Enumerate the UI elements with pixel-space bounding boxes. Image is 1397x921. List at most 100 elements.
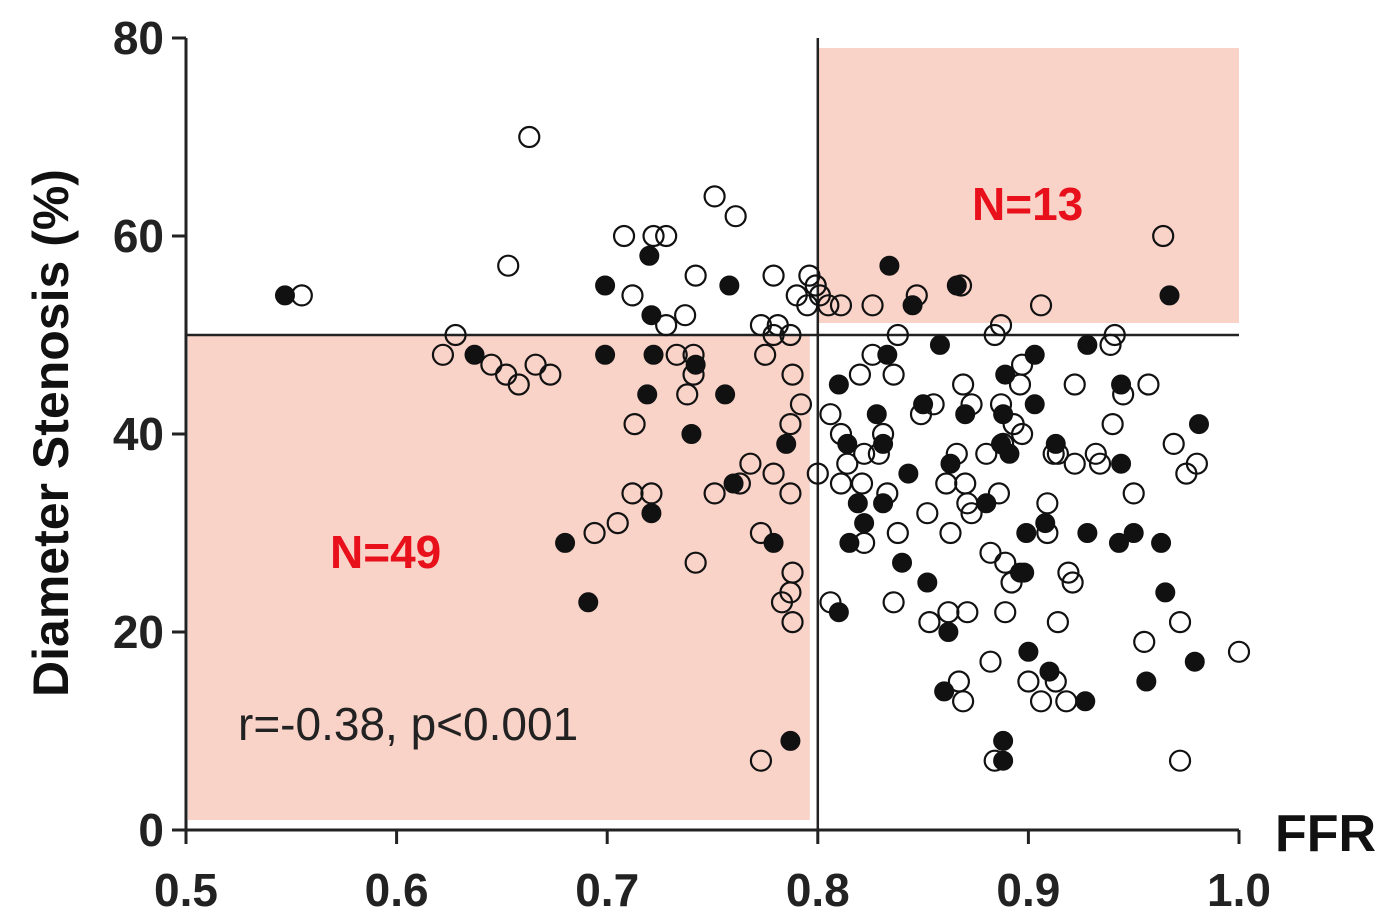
data-point-open: [1036, 492, 1059, 515]
data-point-filled: [1024, 344, 1045, 365]
y-tick-label: 60: [113, 210, 164, 262]
data-point-open: [882, 363, 905, 386]
data-point-filled: [993, 730, 1014, 751]
data-point-open: [987, 482, 1011, 505]
data-point-filled: [873, 493, 894, 514]
data-point-filled: [776, 433, 797, 454]
data-point-filled: [578, 592, 599, 613]
data-point-open: [994, 601, 1017, 624]
region-low-ffr-low-stenosis: [188, 335, 810, 820]
data-point-filled: [1111, 374, 1132, 395]
data-point-open: [444, 323, 467, 347]
data-point-filled: [641, 503, 662, 524]
x-tick-label: 0.7: [575, 864, 639, 916]
data-point-filled: [595, 344, 616, 365]
data-point-open: [674, 304, 697, 327]
region-count-label-high: N=13: [972, 178, 1083, 230]
data-point-filled: [780, 730, 801, 751]
data-point-filled: [929, 334, 950, 355]
data-point-open: [1168, 610, 1192, 634]
data-point-open: [918, 610, 941, 634]
data-point-filled: [1024, 394, 1045, 415]
data-point-open: [762, 264, 785, 287]
data-point-filled: [892, 552, 913, 573]
data-point-filled: [1075, 691, 1096, 712]
data-points: [274, 125, 1251, 772]
data-point-filled: [719, 275, 740, 296]
data-point-open: [1185, 452, 1208, 475]
data-point-open: [518, 125, 541, 149]
data-point-open: [724, 205, 747, 228]
data-point-filled: [1136, 671, 1157, 692]
data-point-open: [829, 294, 853, 317]
data-point-filled: [595, 275, 616, 296]
data-point-filled: [637, 384, 658, 405]
data-point-open: [1063, 373, 1086, 396]
data-point-open: [684, 264, 707, 287]
data-point-filled: [913, 394, 934, 415]
data-point-filled: [1045, 433, 1066, 454]
data-point-filled: [641, 305, 662, 326]
data-point-open: [1046, 610, 1069, 634]
data-point-open: [612, 224, 636, 248]
data-point-filled: [847, 493, 868, 514]
data-point-filled: [879, 255, 900, 276]
data-point-open: [676, 383, 699, 406]
data-point-open: [655, 224, 678, 248]
data-point-open: [916, 502, 939, 525]
data-point-filled: [1155, 582, 1176, 603]
data-point-open: [817, 294, 840, 317]
data-point-open: [1088, 452, 1112, 475]
data-point-open: [781, 363, 804, 386]
data-point-filled: [685, 354, 706, 375]
data-point-open: [583, 521, 606, 545]
data-point-filled: [938, 622, 959, 642]
data-point-filled: [1018, 641, 1039, 662]
data-point-filled: [993, 404, 1014, 425]
data-point-filled: [828, 602, 849, 623]
data-point-open: [848, 363, 872, 386]
data-point-open: [665, 343, 688, 366]
data-point-open: [497, 254, 520, 277]
data-point-filled: [723, 473, 744, 494]
data-point-open: [850, 472, 874, 495]
data-point-filled: [1111, 453, 1132, 474]
data-point-open: [937, 601, 960, 624]
data-point-filled: [681, 424, 702, 444]
data-point-open: [703, 482, 726, 505]
x-tick-label: 0.5: [154, 864, 218, 916]
data-point-open: [762, 323, 785, 347]
data-point-open: [739, 452, 762, 475]
data-point-filled: [1108, 532, 1129, 553]
data-point-open: [749, 749, 773, 772]
y-axis-label: Diameter Stenosis (%): [23, 169, 79, 697]
data-point-open: [754, 343, 777, 366]
data-point-open: [1029, 294, 1053, 317]
data-point-filled: [873, 433, 894, 454]
data-point-filled: [1151, 532, 1172, 553]
data-point-open: [1162, 432, 1185, 455]
data-point-open: [779, 323, 802, 347]
data-point-open: [939, 521, 962, 545]
data-point-filled: [898, 463, 919, 484]
data-point-open: [956, 601, 979, 624]
data-point-open: [819, 403, 842, 426]
data-point-filled: [917, 572, 938, 593]
data-point-filled: [1077, 334, 1098, 355]
data-point-open: [829, 472, 853, 495]
data-point-open: [779, 413, 802, 436]
data-point-open: [539, 363, 562, 386]
data-point-filled: [555, 532, 576, 553]
data-point-filled: [1035, 513, 1056, 534]
data-point-filled: [999, 443, 1020, 464]
data-point-open: [975, 442, 998, 465]
data-point-open: [1227, 640, 1251, 663]
data-point-filled: [993, 750, 1014, 771]
data-point-filled: [274, 285, 295, 306]
data-point-filled: [715, 384, 736, 405]
data-point-open: [640, 482, 663, 505]
data-point-filled: [955, 404, 976, 425]
y-axis-ticks: 0 20 40 60 80: [113, 12, 186, 856]
data-point-open: [1029, 690, 1053, 713]
x-tick-label: 0.6: [365, 864, 429, 916]
